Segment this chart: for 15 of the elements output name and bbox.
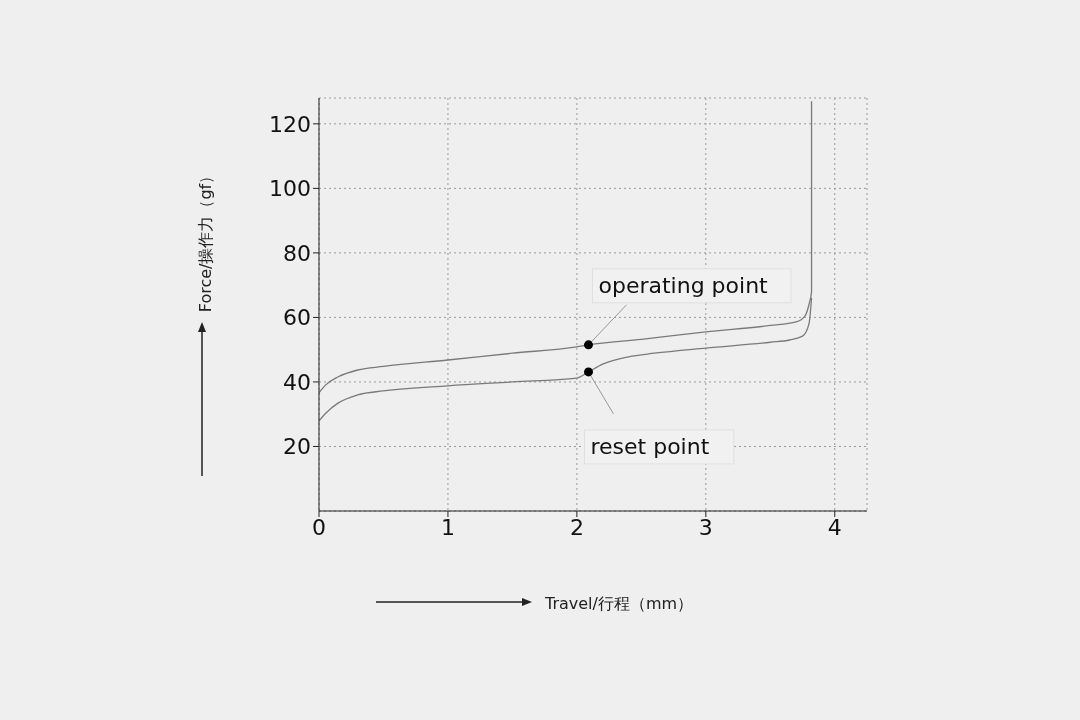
y-tick-label: 120 <box>269 111 311 137</box>
y-tick-label: 40 <box>283 369 311 395</box>
x-tick-label: 0 <box>312 514 326 540</box>
annotation: operating point <box>598 272 769 298</box>
y-tick-label: 20 <box>283 434 311 460</box>
y-tick-label: 80 <box>283 240 311 266</box>
x-tick-label: 1 <box>440 514 455 540</box>
x-tick-label: 2 <box>569 514 584 540</box>
annotation: reset point <box>590 433 710 459</box>
y-tick-label: 100 <box>269 176 311 202</box>
x-tick-label: 4 <box>827 514 842 540</box>
y-axis-title: Force/操作力（gf） <box>195 167 216 313</box>
x-tick-label: 3 <box>698 514 713 540</box>
y-tick-label: 60 <box>283 305 311 331</box>
x-axis-title: Travel/行程（mm） <box>545 594 694 615</box>
